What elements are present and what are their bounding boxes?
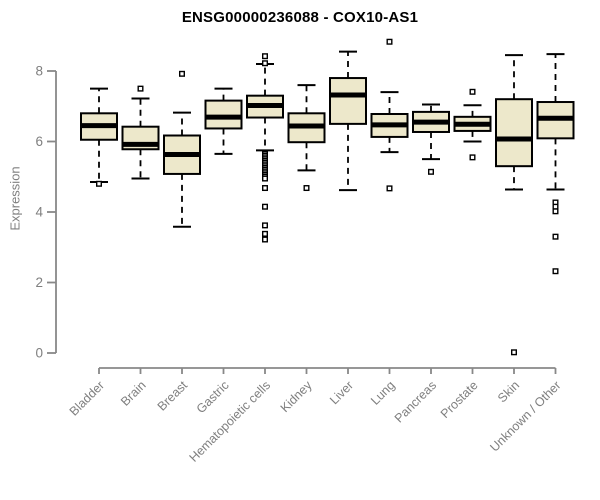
boxplot-liver	[329, 50, 367, 192]
x-tick-label-pancreas: Pancreas	[392, 378, 439, 425]
outlier-point	[137, 85, 144, 92]
boxplot-bladder	[80, 87, 118, 187]
x-tick-label-liver: Liver	[327, 378, 356, 407]
x-tick-label-lung: Lung	[368, 378, 398, 408]
x-tick-label-prostate: Prostate	[438, 378, 481, 421]
x-tick-label-kidney: Kidney	[278, 378, 315, 415]
x-tick-label-brain: Brain	[118, 378, 149, 409]
outlier-point	[262, 203, 269, 210]
x-tick-label-breast: Breast	[155, 378, 191, 414]
iqr-box	[204, 99, 243, 130]
outlier-point	[552, 233, 559, 240]
boxplot-lung	[370, 38, 409, 192]
outlier-point	[262, 175, 269, 182]
iqr-box	[495, 98, 533, 168]
y-tick-label: 0	[35, 346, 43, 361]
outlier-point	[303, 185, 310, 192]
outlier-point	[262, 236, 269, 243]
outlier-point	[262, 60, 269, 67]
y-tick-label: 6	[35, 134, 43, 149]
x-tick-label-hematopoietic-cells: Hematopoietic cells	[187, 378, 274, 465]
outlier-point	[262, 222, 269, 229]
boxplot-hematopoietic-cells	[246, 53, 284, 243]
y-tick-label: 4	[35, 205, 43, 220]
boxplot-skin	[495, 54, 533, 356]
outlier-point	[262, 230, 269, 237]
chart-title: ENSG00000236088 - COX10-AS1	[181, 9, 419, 26]
outlier-point	[428, 168, 435, 175]
outlier-point	[469, 154, 476, 161]
outlier-point	[386, 38, 393, 45]
x-tick-label-skin: Skin	[495, 378, 522, 405]
outlier-point	[386, 185, 393, 192]
outlier-point	[552, 208, 559, 215]
x-tick-label-bladder: Bladder	[67, 378, 107, 418]
outlier-point	[178, 70, 185, 77]
boxplot-gastric	[204, 87, 243, 155]
outlier-point	[262, 185, 269, 192]
boxplot-brain	[121, 85, 160, 180]
boxplot-pancreas	[412, 103, 450, 175]
y-tick-label: 2	[35, 275, 43, 290]
outlier-point	[95, 180, 102, 187]
outlier-point	[262, 53, 269, 60]
y-tick-label: 8	[35, 64, 43, 79]
outlier-point	[469, 88, 476, 95]
x-tick-label-unknown-other: Unknown / Other	[487, 378, 563, 454]
outlier-point	[552, 268, 559, 275]
iqr-box	[329, 77, 367, 125]
y-axis-title: Expression	[7, 166, 23, 231]
boxplot-prostate	[453, 88, 492, 161]
boxplot-breast	[163, 70, 201, 228]
x-tick-label-gastric: Gastric	[194, 378, 232, 416]
outlier-point	[511, 349, 518, 356]
boxplot-unknown-other	[536, 53, 575, 275]
boxplot-kidney	[287, 84, 326, 192]
